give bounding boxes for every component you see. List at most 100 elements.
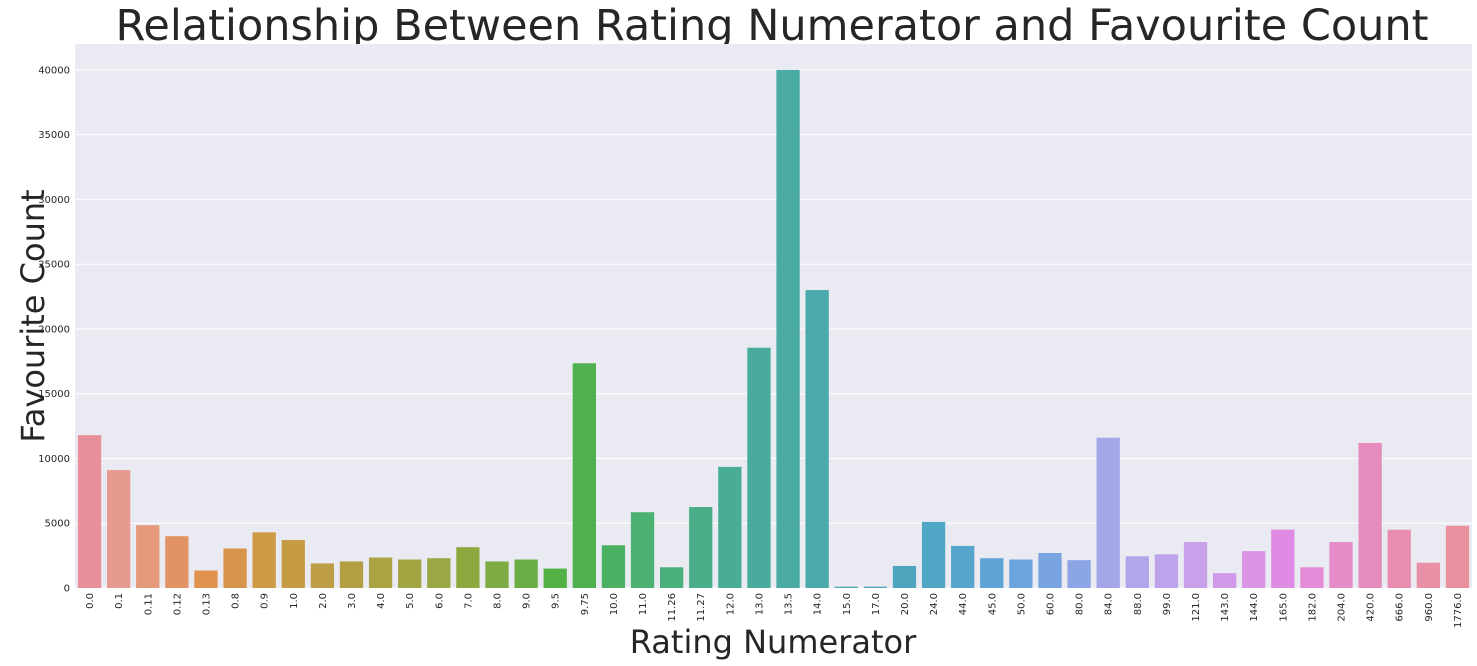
x-tick-label: 11.27 [696,593,707,622]
bar [834,586,858,588]
bar [1038,553,1062,588]
bar [601,545,626,588]
gridlines [75,69,1472,589]
x-tick-label: 88.0 [1133,593,1144,615]
y-tick-label: 5000 [45,519,70,530]
y-tick-label: 20000 [38,324,70,335]
x-tick-labels: 0.0 0.1 0.11 0.12 0.13 0.8 0.9 1.0 2.0 3.0 4.0 5.0 6… [85,593,1464,628]
x-tick-label: 44.0 [958,593,969,615]
bar [1183,542,1208,588]
x-tick-label: 1776.0 [1453,593,1464,628]
y-tick-label: 15000 [38,389,70,400]
bar [1271,529,1295,588]
x-tick-label: 17.0 [871,593,882,615]
bar [572,363,596,588]
bar [368,557,393,588]
x-tick-label: 0.9 [260,593,271,609]
x-tick-label: 13.5 [784,593,795,615]
y-tick-label: 10000 [38,454,70,465]
x-tick-label: 13.0 [754,593,765,615]
bar [921,521,946,588]
x-tick-label: 80.0 [1075,593,1086,615]
bar [892,565,917,588]
bar [1212,573,1237,588]
bar [951,545,975,588]
bar [456,547,480,588]
bar [310,563,335,588]
bar [252,532,276,588]
bar [1242,551,1266,588]
y-tick-label: 30000 [38,195,70,206]
x-tick-label: 9.75 [580,593,591,615]
bar [1300,567,1324,588]
bar [543,568,567,588]
x-tick-label: 666.0 [1395,593,1406,622]
bar [1125,556,1149,588]
x-tick-label: 9.0 [522,593,533,609]
x-tick-label: 50.0 [1016,593,1027,615]
x-tick-label: 10.0 [609,593,620,615]
x-tick-label: 99.0 [1162,593,1173,615]
x-tick-label: 11.26 [667,593,678,622]
bars [77,69,1470,588]
x-tick-label: 4.0 [376,593,387,609]
bar [980,558,1004,588]
bar [1445,525,1470,588]
x-tick-label: 15.0 [842,593,853,615]
bar [136,525,160,588]
x-tick-label: 9.5 [551,593,562,609]
bar [1387,529,1411,588]
bar [718,466,742,588]
x-tick-label: 6.0 [434,593,445,609]
bar [776,69,800,588]
x-tick-label: 7.0 [463,593,474,609]
bar [339,561,364,588]
bar [165,536,189,588]
bar [107,470,131,588]
bar [1067,560,1091,588]
bar [659,567,684,588]
bar [1009,559,1033,588]
x-tick-label: 204.0 [1337,593,1348,622]
x-tick-label: 143.0 [1220,593,1231,622]
x-tick-label: 0.1 [114,593,125,609]
chart-title: Relationship Between Rating Numerator an… [115,1,1428,51]
bar [398,559,422,588]
x-tick-label: 0.0 [85,593,96,609]
x-tick-label: 14.0 [813,593,824,615]
x-tick-label: 0.12 [172,593,183,615]
bar [281,540,305,588]
bar [77,435,102,588]
bar [689,507,713,588]
x-tick-label: 60.0 [1045,593,1056,615]
bar [1416,562,1440,588]
x-tick-label: 8.0 [493,593,504,609]
x-tick-label: 165.0 [1278,593,1289,622]
x-tick-label: 11.0 [638,593,649,615]
bar [1154,554,1179,588]
x-tick-label: 2.0 [318,593,329,609]
y-tick-label: 40000 [38,65,70,76]
bar [863,586,888,588]
x-tick-label: 24.0 [929,593,940,615]
bar [747,347,771,588]
bar [1329,542,1353,588]
bar [223,548,247,588]
x-tick-label: 1.0 [289,593,300,609]
x-tick-label: 45.0 [987,593,998,615]
y-tick-label: 25000 [38,260,70,271]
x-tick-label: 20.0 [900,593,911,615]
bar [427,558,451,588]
x-axis-label: Rating Numerator [630,623,917,661]
x-tick-label: 3.0 [347,593,358,609]
bar [1358,442,1382,588]
y-tick-label: 0 [64,584,70,595]
bar [1096,437,1120,588]
y-tick-labels: 0 5000 10000 15000 20000 25000 30000 35000 40000 [38,65,70,594]
bar [805,290,829,588]
x-tick-label: 144.0 [1249,593,1260,622]
x-tick-label: 960.0 [1424,593,1435,622]
y-axis-label: Favourite Count [14,189,52,442]
